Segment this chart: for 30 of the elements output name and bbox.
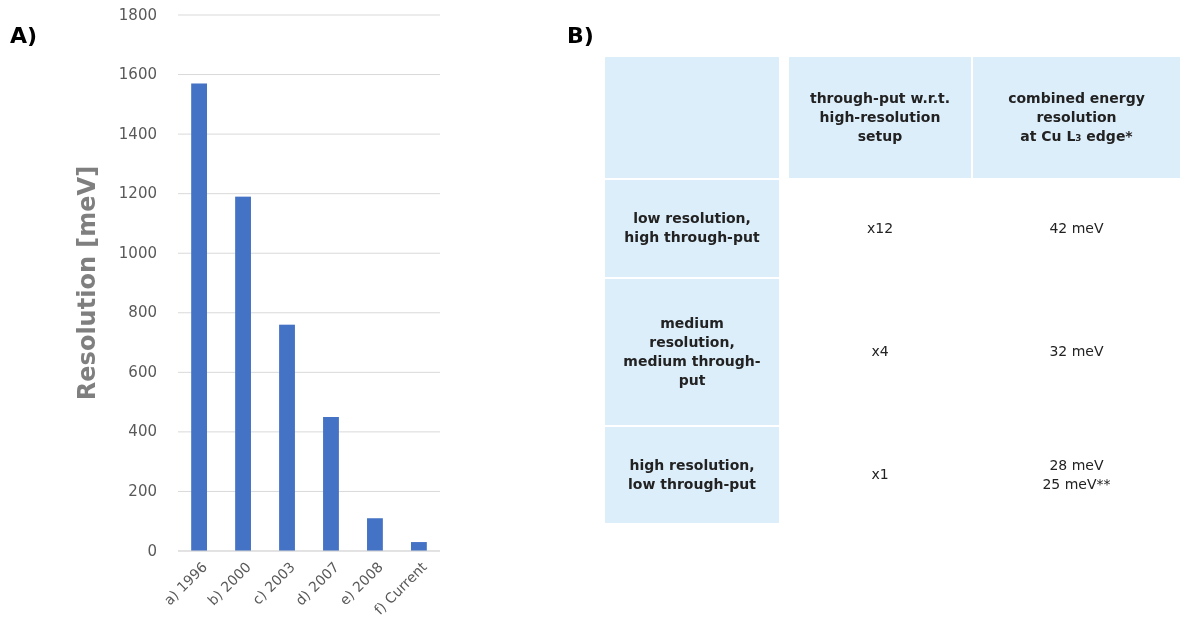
chart-title: A) bbox=[10, 23, 38, 48]
y-tick-label: 0 bbox=[147, 541, 157, 560]
category-label: medium resolution, medium through- put bbox=[623, 314, 761, 388]
text: x12 bbox=[866, 219, 894, 236]
y-tick-label: 600 bbox=[128, 362, 157, 381]
bar bbox=[367, 518, 383, 551]
bar bbox=[410, 542, 427, 551]
text: 42 meV bbox=[1049, 219, 1104, 236]
y-tick-label: 800 bbox=[128, 303, 157, 322]
text: x1 bbox=[871, 466, 889, 482]
text: 32 meV bbox=[1049, 343, 1104, 359]
category-label: combined energy resolution at Cu L₃ edge* bbox=[1008, 89, 1145, 144]
text: 28 meV 25 meV** bbox=[1042, 456, 1111, 492]
y-tick-label: 1400 bbox=[118, 124, 157, 143]
y-axis-title: Resolution [meV] bbox=[73, 165, 101, 401]
text: B) bbox=[567, 23, 594, 48]
y-tick-label: 1200 bbox=[118, 184, 157, 203]
category-label: high resolution, low through-put bbox=[628, 456, 756, 492]
y-tick-label: 1800 bbox=[118, 5, 157, 24]
bar bbox=[235, 196, 251, 551]
bar bbox=[191, 83, 208, 551]
text: x4 bbox=[871, 343, 889, 359]
bar bbox=[279, 324, 295, 551]
bar bbox=[323, 417, 339, 551]
y-tick-label: 1600 bbox=[118, 65, 157, 84]
y-tick-label: 200 bbox=[128, 481, 157, 500]
category-label: low resolution, high through-put bbox=[624, 210, 760, 245]
category-label: through-put w.r.t. high-resolution setup bbox=[809, 89, 951, 144]
y-tick-label: 400 bbox=[128, 422, 157, 441]
y-tick-label: 1000 bbox=[118, 243, 157, 262]
